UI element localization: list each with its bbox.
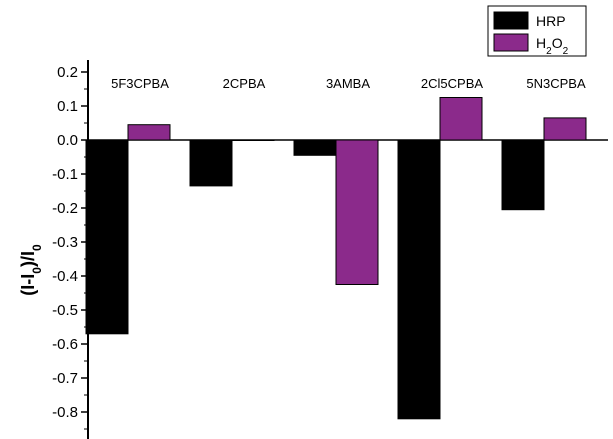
category-label: 5N3CPBA (526, 76, 586, 91)
axes: 0.2 0.1 0.0 -0.1 -0.2 -0.3 -0.4 -0.5 -0.6 -0.7 -0.… (52, 60, 608, 439)
legend: HRP H2O2 (487, 5, 587, 57)
legend-swatch-hrp (493, 11, 529, 30)
y-tick-label: -0.8 (52, 404, 78, 421)
y-tick-label: -0.5 (52, 302, 78, 319)
bar-h2o2-5f3cpba (127, 124, 171, 141)
legend-swatch-h2o2 (493, 33, 529, 52)
category-label: 5F3CPBA (111, 76, 169, 91)
y-tick-label: -0.1 (52, 166, 78, 183)
y-tick-label: -0.4 (52, 268, 78, 285)
category-label: 3AMBA (326, 76, 370, 91)
category-label: 2Cl5CPBA (421, 76, 483, 91)
bar-h2o2-2cl5cpba (439, 97, 483, 141)
bar-hrp-2cpba (189, 139, 233, 187)
bars (85, 97, 587, 420)
bar-hrp-5n3cpba (501, 139, 545, 211)
y-tick-label: -0.6 (52, 336, 78, 353)
legend-label-hrp: HRP (536, 13, 566, 29)
bar-h2o2-2cpba (231, 139, 275, 141)
bar-h2o2-3amba (335, 139, 379, 285)
bar-hrp-5f3cpba (85, 139, 129, 335)
y-tick-label: -0.7 (52, 370, 78, 387)
category-label: 2CPBA (223, 76, 266, 91)
bar-hrp-2cl5cpba (397, 139, 441, 420)
bar-hrp-3amba (293, 139, 337, 156)
bar-h2o2-5n3cpba (543, 117, 587, 141)
y-tick-label: -0.3 (52, 234, 78, 251)
y-tick-label: 0.1 (57, 98, 78, 115)
y-axis-label: (I-I0)/I0 (18, 244, 44, 296)
category-labels: 5F3CPBA 2CPBA 3AMBA 2Cl5CPBA 5N3CPBA (111, 76, 586, 91)
y-tick-label: -0.2 (52, 200, 78, 217)
y-tick-label: 0.2 (57, 64, 78, 81)
y-tick-label: 0.0 (57, 132, 78, 149)
y-axis-title: (I-I0)/I0 (18, 244, 44, 296)
